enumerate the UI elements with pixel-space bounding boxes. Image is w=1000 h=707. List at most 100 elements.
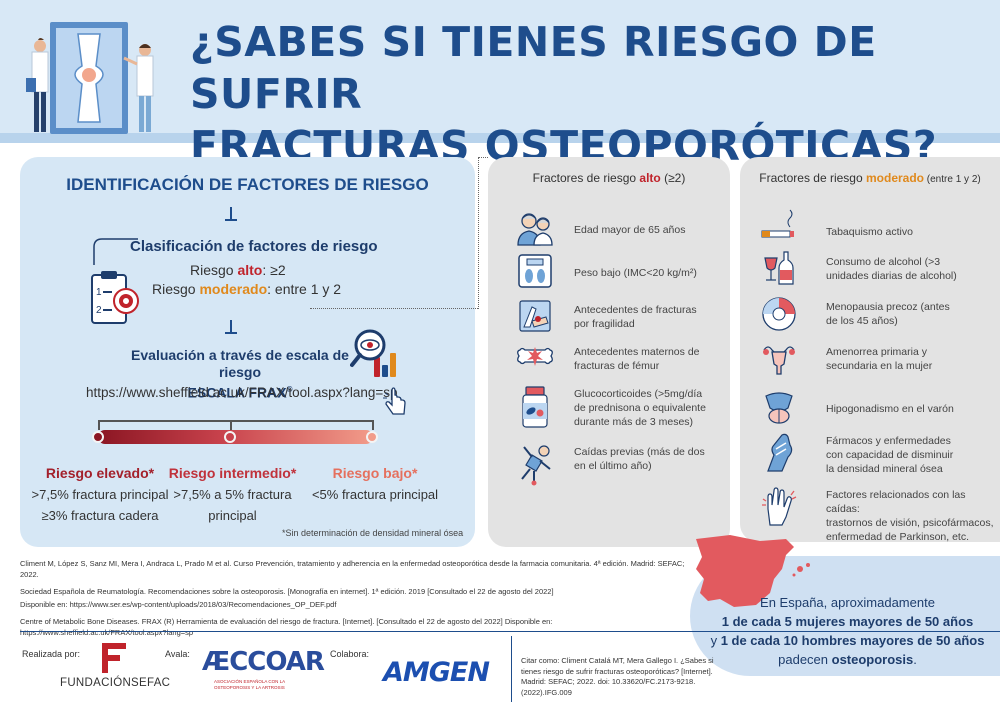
riesgo-alto-word: alto (237, 262, 263, 278)
factores-moderado-header: Fractores de riesgo moderado (entre 1 y … (740, 171, 1000, 185)
factores-alto-header: Fractores de riesgo alto (≥2) (488, 171, 730, 185)
scale-stem-mid (230, 420, 232, 430)
alto-item-text: Edad mayor de 65 años (574, 224, 686, 236)
estadistica-text: En España, aproximadamente 1 de cada 5 m… (705, 593, 990, 669)
header-stripe (0, 133, 1000, 143)
trembling-hand-icon (762, 487, 797, 526)
alto-item-peso: Peso bajo (IMC<20 kg/m²) (488, 252, 730, 292)
footer-divider (20, 631, 1000, 632)
moderado-item-menopausia: Menopausia precoz (antes de los 45 años) (740, 295, 1000, 335)
estadistica-line2: 1 de cada 5 mujeres mayores de 50 años (721, 614, 974, 629)
moderado-item-text: Tabaquismo activo (826, 226, 913, 238)
alto-item-text: Peso bajo (IMC<20 kg/m²) (574, 267, 697, 279)
nota-densidad: *Sin determinación de densidad mineral ó… (282, 528, 464, 538)
alto-item-text: Antecedentes maternos de fracturas de fé… (574, 346, 700, 372)
pointer-hand-icon (383, 387, 406, 415)
connector-tick (225, 207, 237, 221)
elderly-couple-icon (517, 213, 553, 246)
alto-item-fracturas: Antecedentes de fracturas por fragilidad (488, 297, 730, 337)
moderado-item-text: Hipogonadismo en el varón (826, 403, 954, 415)
evaluacion-line: Evaluación a través de escala de riesgo (131, 347, 349, 380)
riesgo-moderado-prefix: Riesgo (152, 281, 200, 297)
riesgo-moderado-line: Riesgo moderado: entre 1 y 2 (152, 281, 341, 297)
alto-item-text: Antecedentes de fracturas por fragilidad (574, 304, 697, 330)
riesgo-intermedio-line1: >7,5% a 5% fractura (173, 487, 292, 502)
svg-text:2: 2 (96, 305, 102, 316)
moderado-header-suffix: (entre 1 y 2) (924, 174, 981, 185)
scale-top-line (98, 420, 373, 422)
pill-bottle-icon (522, 386, 548, 428)
alto-item-text: Glucocorticoides (>5mg/día de prednisona… (574, 388, 706, 428)
evaluacion-title: Evaluación a través de escala de riesgo … (120, 347, 360, 402)
scale-dot-intermedio (224, 431, 236, 443)
referencia-1: Climent M, López S, Sanz MI, Mera I, And… (20, 559, 685, 579)
identificacion-title: IDENTIFICACIÓN DE FACTORES DE RIESGO (66, 175, 429, 194)
hypogonadism-icon (765, 392, 793, 424)
alto-item-glucocorticoides: Glucocorticoides (>5mg/día de prednisona… (488, 383, 730, 433)
page-title: ¿SABES SI TIENES RIESGO DE SUFRIR FRACTU… (190, 16, 1000, 172)
magnifier-eye-icon (350, 329, 396, 377)
moderado-item-hipogonadismo: Hipogonadismo en el varón (740, 388, 1000, 424)
riesgo-elevado-line1: >7,5% fractura principal (31, 487, 169, 502)
fundacion-sefac-logo: FUNDACIÓNSEFAC (60, 643, 170, 701)
scale-dot-bajo (366, 431, 378, 443)
escala-name: ESCALA FRAX (187, 384, 287, 401)
alto-item-text: Caídas previas (más de dos en el último … (574, 446, 705, 472)
moderado-item-text: Consumo de alcohol (>3 unidades diarias … (826, 256, 957, 282)
femur-icon (517, 347, 553, 366)
riesgo-bajo-line1: <5% fractura principal (311, 487, 439, 502)
aeccoar-logo: ÆCCOAR ASOCIACIÓN ESPAÑOLA CON LA OSTEOP… (200, 643, 325, 701)
riesgo-elevado-col: Riesgo elevado* >7,5% fractura principal… (30, 462, 170, 526)
moderado-item-alcohol: Consumo de alcohol (>3 unidades diarias … (740, 250, 1000, 290)
sefac-logo-text: FUNDACIÓNSEFAC (60, 677, 171, 689)
scale-dot-elevado (92, 431, 104, 443)
dotted-connector-vertical (478, 157, 479, 309)
riesgo-intermedio-title: Riesgo intermedio* (168, 465, 297, 481)
moderado-item-caidas: Factores relacionados con las caídas: tr… (740, 485, 1000, 543)
moderado-header-prefix: Fractores de riesgo (759, 171, 866, 185)
moderado-item-amenorrea: Amenorrea primaria y secundaria en la mu… (740, 340, 1000, 380)
factores-moderado-panel: Fractores de riesgo moderado (entre 1 y … (740, 157, 1000, 543)
clipboard-target-icon: 1 2 (91, 271, 139, 324)
uterus-icon (763, 346, 795, 375)
alto-item-femur: Antecedentes maternos de fracturas de fé… (488, 339, 730, 379)
factores-alto-panel: Fractores de riesgo alto (≥2) Edad mayor… (488, 157, 730, 547)
avala-label: Avala: (165, 649, 190, 659)
bone-hand-icon (767, 433, 793, 472)
svg-text:1: 1 (96, 287, 102, 298)
alto-header-suffix: (≥2) (660, 171, 686, 185)
estadistica-line1: En España, aproximadamente (760, 595, 935, 610)
moderado-item-tabaco: Tabaquismo activo (740, 209, 1000, 245)
scale-icon (518, 254, 552, 288)
riesgo-intermedio-line2: principal (208, 508, 257, 523)
identificacion-panel: IDENTIFICACIÓN DE FACTORES DE RIESGO 1 2… (20, 157, 475, 547)
scale-stem-right (372, 420, 374, 430)
citar-divider (511, 636, 512, 702)
estadistica-line4-prefix: padecen (778, 652, 832, 667)
riesgo-bajo-col: Riesgo bajo* <5% fractura principal (300, 462, 450, 505)
amgen-logo: AMGEN (383, 657, 490, 688)
frax-url-link[interactable]: https://www.sheffield.ac.uk/FRAX/tool.as… (86, 385, 398, 400)
alcohol-icon (764, 251, 794, 285)
alto-item-caidas: Caídas previas (más de dos en el último … (488, 439, 730, 489)
clasificacion-title: Clasificación de factores de riesgo (130, 238, 378, 255)
alto-header-word: alto (639, 171, 661, 185)
scale-stem-left (98, 420, 100, 430)
riesgo-moderado-word: moderado (199, 281, 268, 297)
cigarette-icon (761, 209, 794, 238)
riesgo-alto-line: Riesgo alto: ≥2 (190, 262, 286, 278)
riesgo-moderado-value: : entre 1 y 2 (267, 281, 342, 297)
referencia-3: Centre of Metabolic Bone Diseases. FRAX … (20, 617, 553, 637)
referencias: Climent M, López S, Sanz MI, Mera I, And… (20, 558, 690, 640)
dotted-connector-top (478, 157, 488, 158)
riesgo-elevado-line2: ≥3% fractura cadera (41, 508, 159, 523)
escala-reg: ® (286, 385, 293, 394)
colabora-label: Colabora: (330, 649, 370, 659)
riesgo-intermedio-col: Riesgo intermedio* >7,5% a 5% fractura p… (165, 462, 300, 526)
moderado-item-text: Menopausia precoz (antes de los 45 años) (826, 301, 950, 327)
estadistica-line4-suffix: . (913, 652, 917, 667)
referencia-2: Sociedad Española de Reumatología. Recom… (20, 587, 554, 596)
connector-tick-2 (225, 320, 237, 334)
alto-item-edad: Edad mayor de 65 años (488, 209, 730, 249)
title-line-1: ¿SABES SI TIENES RIESGO DE SUFRIR (190, 18, 877, 118)
